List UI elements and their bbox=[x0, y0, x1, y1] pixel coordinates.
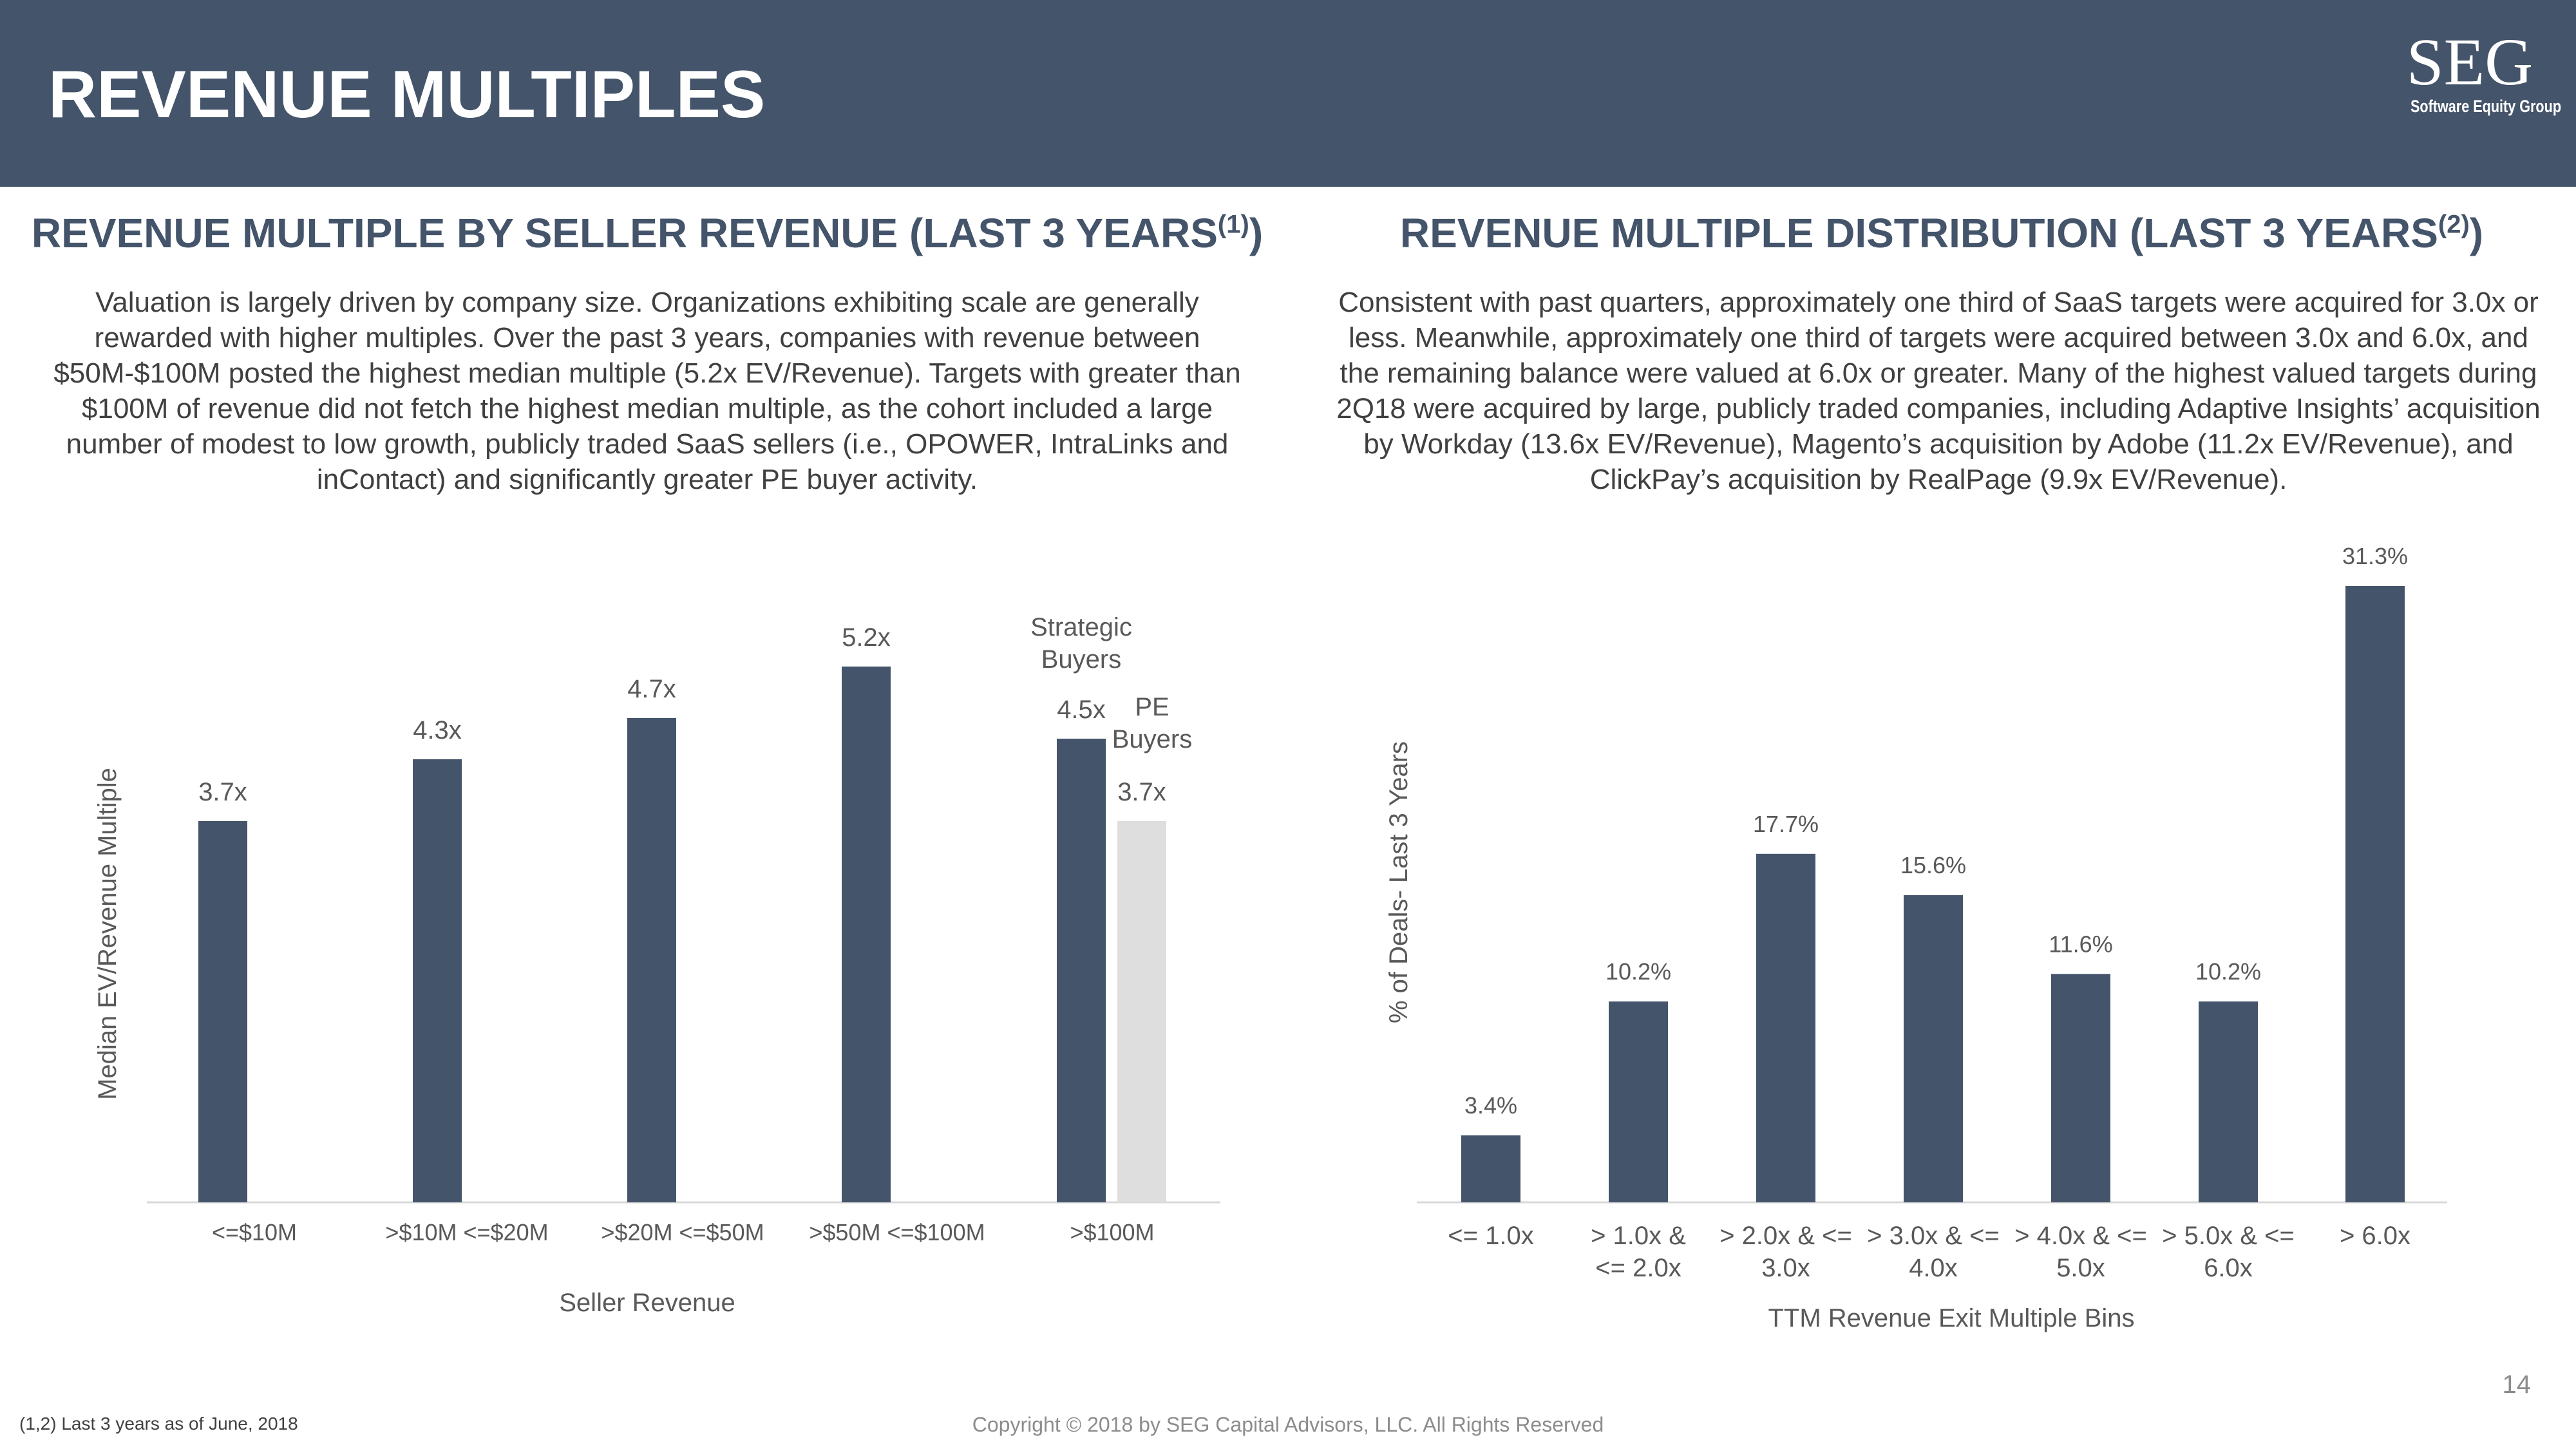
left-title-text: REVENUE MULTIPLE BY SELLER REVENUE (LAST… bbox=[31, 210, 1218, 256]
bar-0 bbox=[1461, 1135, 1520, 1202]
header-bar: REVENUE MULTIPLES SEG Software Equity Gr… bbox=[0, 0, 2576, 187]
distribution-chart: 3.4% <= 1.0x 10.2% > 1.0x & <= 2.0x 17.7% > 2.… bbox=[1385, 543, 2447, 1332]
x-axis-title: Seller Revenue bbox=[559, 1289, 735, 1317]
x-tick-1: >$10M <=$20M bbox=[385, 1219, 548, 1245]
x-tick-2: >$20M <=$50M bbox=[601, 1219, 764, 1245]
bar-3 bbox=[842, 667, 891, 1202]
x-tick-4-0: > 4.0x & <= bbox=[2014, 1222, 2147, 1250]
x-tick-3-1: 4.0x bbox=[1909, 1254, 1958, 1282]
annotation-pe-2: Buyers bbox=[1112, 725, 1193, 753]
x-tick-4-1: 5.0x bbox=[2056, 1254, 2105, 1282]
y-axis-title: Median EV/Revenue Multiple bbox=[93, 768, 122, 1100]
x-tick-4: >$100M bbox=[1070, 1219, 1154, 1245]
left-title-footnote: (1) bbox=[1217, 210, 1249, 239]
bar-label-6: 31.3% bbox=[2342, 543, 2408, 569]
bar-label-2: 17.7% bbox=[1753, 811, 1819, 837]
bar-3 bbox=[1904, 895, 1963, 1202]
y-axis-title: % of Deals- Last 3 Years bbox=[1385, 741, 1413, 1023]
right-section-title: REVENUE MULTIPLE DISTRIBUTION (LAST 3 YE… bbox=[1320, 209, 2563, 257]
bar-2 bbox=[627, 718, 676, 1202]
bar-label-pe: 3.7x bbox=[1117, 778, 1166, 806]
bar-0 bbox=[198, 821, 247, 1202]
bar-label-2: 4.7x bbox=[627, 675, 676, 703]
bar-6 bbox=[2345, 586, 2405, 1202]
page-number: 14 bbox=[2502, 1370, 2532, 1399]
left-title-end: ) bbox=[1249, 210, 1264, 256]
bar-pe bbox=[1117, 821, 1166, 1202]
annotation-strategic-2: Buyers bbox=[1041, 645, 1122, 674]
footnote: (1,2) Last 3 years as of June, 2018 bbox=[19, 1414, 298, 1434]
page-title: REVENUE MULTIPLES bbox=[48, 57, 766, 132]
bar-4 bbox=[2051, 974, 2110, 1202]
bar-label-1: 10.2% bbox=[1605, 958, 1671, 985]
bar-label-0: 3.4% bbox=[1464, 1092, 1517, 1119]
x-tick-1-1: <= 2.0x bbox=[1595, 1254, 1681, 1282]
bar-1 bbox=[413, 759, 462, 1202]
x-tick-0-0: <= 1.0x bbox=[1448, 1222, 1533, 1250]
x-tick-3: >$50M <=$100M bbox=[809, 1219, 985, 1245]
x-tick-6-0: > 6.0x bbox=[2340, 1222, 2410, 1250]
bar-label-1: 4.3x bbox=[413, 716, 462, 744]
bar-5 bbox=[2199, 1001, 2258, 1202]
bar-2 bbox=[1756, 853, 1815, 1202]
bar-1 bbox=[1609, 1001, 1668, 1202]
bar-label-4: 11.6% bbox=[2049, 931, 2112, 957]
x-tick-1-0: > 1.0x & bbox=[1591, 1222, 1686, 1250]
x-tick-2-1: 3.0x bbox=[1761, 1254, 1810, 1282]
x-tick-2-0: > 2.0x & <= bbox=[1719, 1222, 1852, 1250]
annotation-pe-1: PE bbox=[1135, 693, 1169, 721]
bar-strategic bbox=[1057, 739, 1106, 1202]
right-title-text: REVENUE MULTIPLE DISTRIBUTION (LAST 3 YE… bbox=[1399, 210, 2438, 256]
logo-mark: SEG bbox=[2406, 25, 2533, 99]
x-tick-0: <=$10M bbox=[212, 1219, 297, 1245]
x-axis-title: TTM Revenue Exit Multiple Bins bbox=[1768, 1304, 2134, 1332]
bar-label-5: 10.2% bbox=[2195, 958, 2261, 985]
x-tick-3-0: > 3.0x & <= bbox=[1867, 1222, 2000, 1250]
x-tick-5-0: > 5.0x & <= bbox=[2162, 1222, 2295, 1250]
seller-revenue-chart: 3.7x 4.3x 4.7x 5.2x 4.5x 3.7x Strategic Buyers P… bbox=[93, 613, 1220, 1317]
x-tick-5-1: 6.0x bbox=[2204, 1254, 2253, 1282]
copyright: Copyright © 2018 by SEG Capital Advisors… bbox=[972, 1413, 1604, 1436]
bar-label-strategic: 4.5x bbox=[1057, 696, 1106, 724]
annotation-strategic-1: Strategic bbox=[1030, 613, 1132, 641]
right-description: Consistent with past quarters, approxima… bbox=[1336, 287, 2541, 495]
bar-label-3: 15.6% bbox=[1900, 852, 1966, 878]
left-section-title: REVENUE MULTIPLE BY SELLER REVENUE (LAST… bbox=[26, 209, 1269, 257]
bar-label-0: 3.7x bbox=[198, 778, 247, 806]
right-title-footnote: (2) bbox=[2438, 210, 2470, 239]
bar-label-3: 5.2x bbox=[842, 623, 891, 652]
seg-logo: SEG Software Equity Group bbox=[2396, 25, 2561, 117]
left-description: Valuation is largely driven by company s… bbox=[53, 287, 1241, 495]
right-title-end: ) bbox=[2469, 210, 2484, 256]
